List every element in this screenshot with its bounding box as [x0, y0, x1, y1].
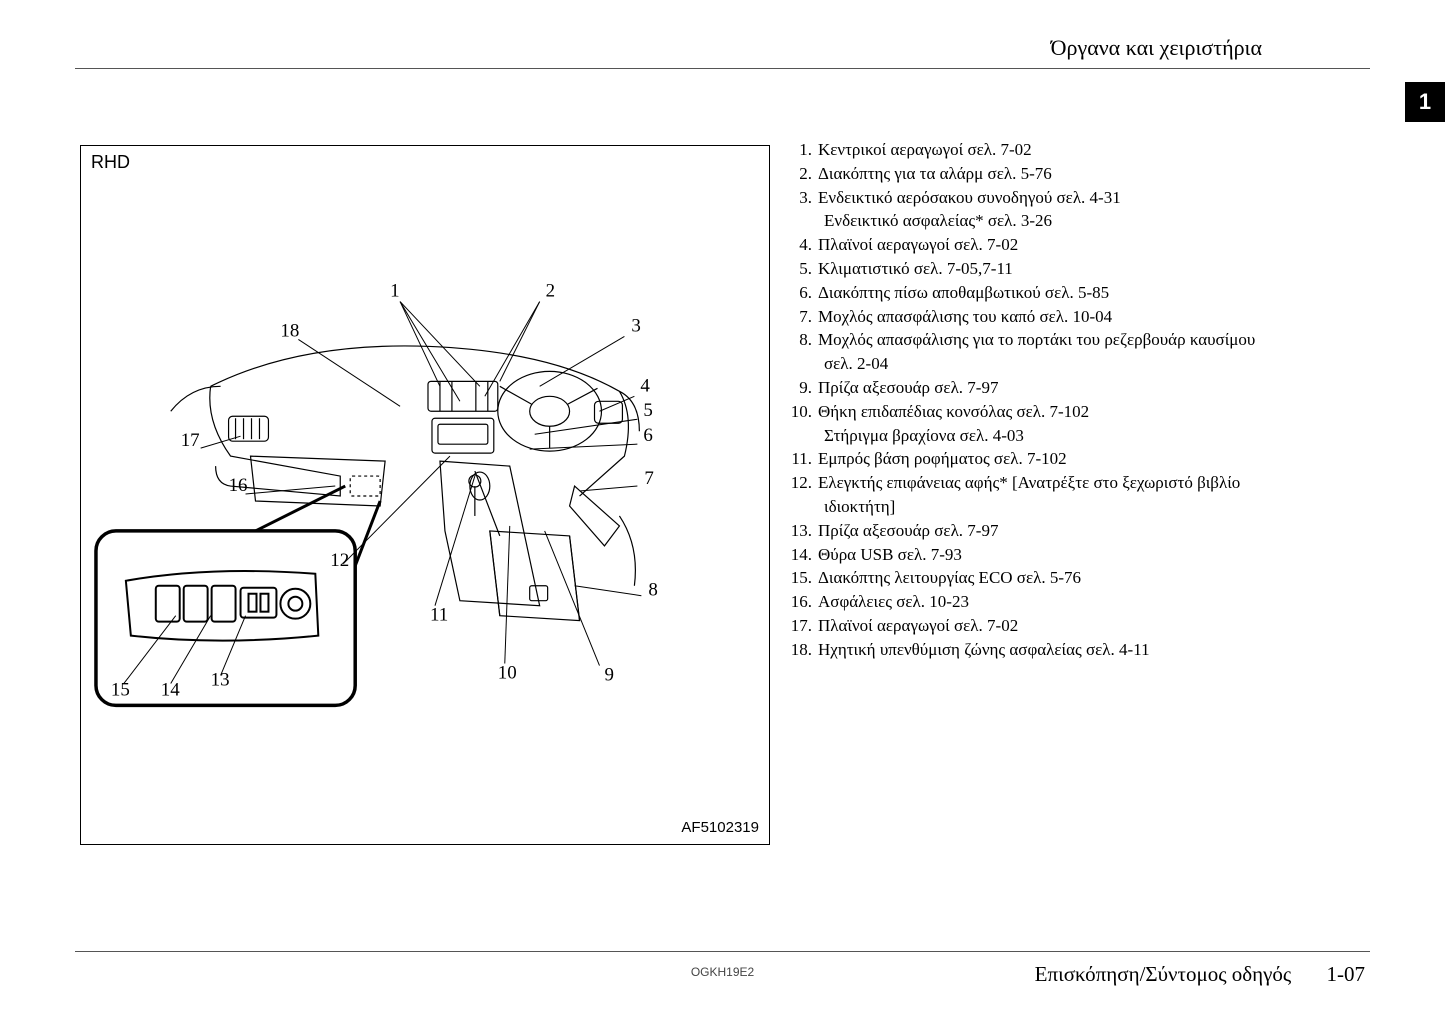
parts-list-item: 5.Κλιματιστικό σελ. 7-05,7-11 — [790, 257, 1255, 281]
list-item-text: Πρίζα αξεσουάρ σελ. 7-97 — [818, 519, 998, 543]
list-item-number: 10. — [790, 400, 818, 424]
parts-list-item: 13.Πρίζα αξεσουάρ σελ. 7-97 — [790, 519, 1255, 543]
list-item-number: 1. — [790, 138, 818, 162]
list-item-subtext: Ενδεικτικό ασφαλείας* σελ. 3-26 — [790, 209, 1255, 233]
callout-number: 5 — [643, 400, 652, 421]
list-item-number: 11. — [790, 447, 818, 471]
callout-number: 16 — [229, 475, 248, 496]
list-item-number: 2. — [790, 162, 818, 186]
callout-number: 6 — [643, 425, 652, 446]
list-item-number: 12. — [790, 471, 818, 495]
parts-list-item: 9.Πρίζα αξεσουάρ σελ. 7-97 — [790, 376, 1255, 400]
list-item-number: 16. — [790, 590, 818, 614]
footer-page-number: 1-07 — [1327, 962, 1366, 986]
list-item-text: Ελεγκτής επιφάνειας αφής* [Ανατρέξτε στο… — [818, 471, 1240, 495]
callout-number: 7 — [644, 468, 653, 489]
list-item-text: Κλιματιστικό σελ. 7-05,7-11 — [818, 257, 1013, 281]
callout-number: 1 — [390, 281, 399, 302]
footer-rule — [75, 951, 1370, 952]
callout-number: 3 — [631, 315, 640, 336]
dashboard-diagram: 123456789101112131415161718 — [81, 186, 769, 816]
list-item-number: 5. — [790, 257, 818, 281]
diagram-frame: RHD — [80, 145, 770, 845]
footer-section: Επισκόπηση/Σύντομος οδηγός 1-07 — [1035, 962, 1365, 987]
list-item-number: 15. — [790, 566, 818, 590]
parts-list-item: 16.Ασφάλειες σελ. 10-23 — [790, 590, 1255, 614]
page-header: Όργανα και χειριστήρια — [1051, 35, 1262, 61]
callout-number: 10 — [498, 662, 517, 683]
parts-list-item: 17.Πλαϊνοί αεραγωγοί σελ. 7-02 — [790, 614, 1255, 638]
parts-list-item: 3.Ενδεικτικό αερόσακου συνοδηγού σελ. 4-… — [790, 186, 1255, 210]
parts-list-item: 11.Εμπρός βάση ροφήματος σελ. 7-102 — [790, 447, 1255, 471]
parts-list-item: 12.Ελεγκτής επιφάνειας αφής* [Ανατρέξτε … — [790, 471, 1255, 495]
header-title: Όργανα και χειριστήρια — [1051, 35, 1262, 60]
callout-number: 2 — [546, 281, 555, 302]
list-item-text: Ασφάλειες σελ. 10-23 — [818, 590, 969, 614]
list-item-number: 6. — [790, 281, 818, 305]
list-item-text: Πλαϊνοί αεραγωγοί σελ. 7-02 — [818, 233, 1018, 257]
parts-list-item: 7.Μοχλός απασφάλισης του καπό σελ. 10-04 — [790, 305, 1255, 329]
list-item-number: 18. — [790, 638, 818, 662]
parts-list-item: 18.Ηχητική υπενθύμιση ζώνης ασφαλείας σε… — [790, 638, 1255, 662]
callout-number: 13 — [211, 669, 230, 690]
callout-number: 4 — [640, 375, 650, 396]
list-item-text: Πρίζα αξεσουάρ σελ. 7-97 — [818, 376, 998, 400]
list-item-number: 7. — [790, 305, 818, 329]
list-item-number: 4. — [790, 233, 818, 257]
list-item-number: 8. — [790, 328, 818, 352]
parts-list-item: 4.Πλαϊνοί αεραγωγοί σελ. 7-02 — [790, 233, 1255, 257]
callout-number: 15 — [111, 679, 130, 700]
header-rule — [75, 68, 1370, 69]
chapter-tab-label: 1 — [1419, 89, 1431, 115]
list-item-subtext: Στήριγμα βραχίονα σελ. 4-03 — [790, 424, 1255, 448]
list-item-number: 17. — [790, 614, 818, 638]
diagram-code: AF5102319 — [681, 819, 759, 836]
list-item-text: Ενδεικτικό αερόσακου συνοδηγού σελ. 4-31 — [818, 186, 1121, 210]
list-item-number: 3. — [790, 186, 818, 210]
callout-number: 8 — [648, 580, 657, 601]
list-item-text: Θύρα USB σελ. 7-93 — [818, 543, 962, 567]
list-item-text: Μοχλός απασφάλισης του καπό σελ. 10-04 — [818, 305, 1112, 329]
list-item-subtext: σελ. 2-04 — [790, 352, 1255, 376]
chapter-tab: 1 — [1405, 82, 1445, 122]
list-item-text: Κεντρικοί αεραγωγοί σελ. 7-02 — [818, 138, 1032, 162]
list-item-text: Θήκη επιδαπέδιας κονσόλας σελ. 7-102 — [818, 400, 1089, 424]
callout-number: 12 — [330, 550, 349, 571]
list-item-number: 13. — [790, 519, 818, 543]
callout-number: 18 — [280, 320, 299, 341]
diagram-variant-label: RHD — [91, 152, 130, 173]
parts-list-item: 8.Μοχλός απασφάλισης για το πορτάκι του … — [790, 328, 1255, 352]
parts-list-item: 10.Θήκη επιδαπέδιας κονσόλας σελ. 7-102 — [790, 400, 1255, 424]
parts-list-item: 2.Διακόπτης για τα αλάρμ σελ. 5-76 — [790, 162, 1255, 186]
parts-list-item: 15.Διακόπτης λειτουργίας ECO σελ. 5-76 — [790, 566, 1255, 590]
list-item-text: Διακόπτης πίσω αποθαμβωτικού σελ. 5-85 — [818, 281, 1109, 305]
list-item-number: 9. — [790, 376, 818, 400]
list-item-number: 14. — [790, 543, 818, 567]
list-item-text: Διακόπτης λειτουργίας ECO σελ. 5-76 — [818, 566, 1081, 590]
list-item-text: Μοχλός απασφάλισης για το πορτάκι του ρε… — [818, 328, 1255, 352]
callout-number: 9 — [604, 664, 613, 685]
list-item-text: Διακόπτης για τα αλάρμ σελ. 5-76 — [818, 162, 1052, 186]
parts-list-item: 6.Διακόπτης πίσω αποθαμβωτικού σελ. 5-85 — [790, 281, 1255, 305]
parts-list-item: 1.Κεντρικοί αεραγωγοί σελ. 7-02 — [790, 138, 1255, 162]
callout-number: 11 — [430, 605, 448, 626]
list-item-text: Εμπρός βάση ροφήματος σελ. 7-102 — [818, 447, 1067, 471]
list-item-subtext: ιδιοκτήτη] — [790, 495, 1255, 519]
footer-section-name: Επισκόπηση/Σύντομος οδηγός — [1035, 962, 1292, 986]
list-item-text: Ηχητική υπενθύμιση ζώνης ασφαλείας σελ. … — [818, 638, 1150, 662]
parts-list-item: 14.Θύρα USB σελ. 7-93 — [790, 543, 1255, 567]
callout-number: 14 — [161, 679, 180, 700]
callout-number: 17 — [181, 430, 200, 451]
list-item-text: Πλαϊνοί αεραγωγοί σελ. 7-02 — [818, 614, 1018, 638]
parts-list: 1.Κεντρικοί αεραγωγοί σελ. 7-022.Διακόπτ… — [790, 138, 1255, 662]
